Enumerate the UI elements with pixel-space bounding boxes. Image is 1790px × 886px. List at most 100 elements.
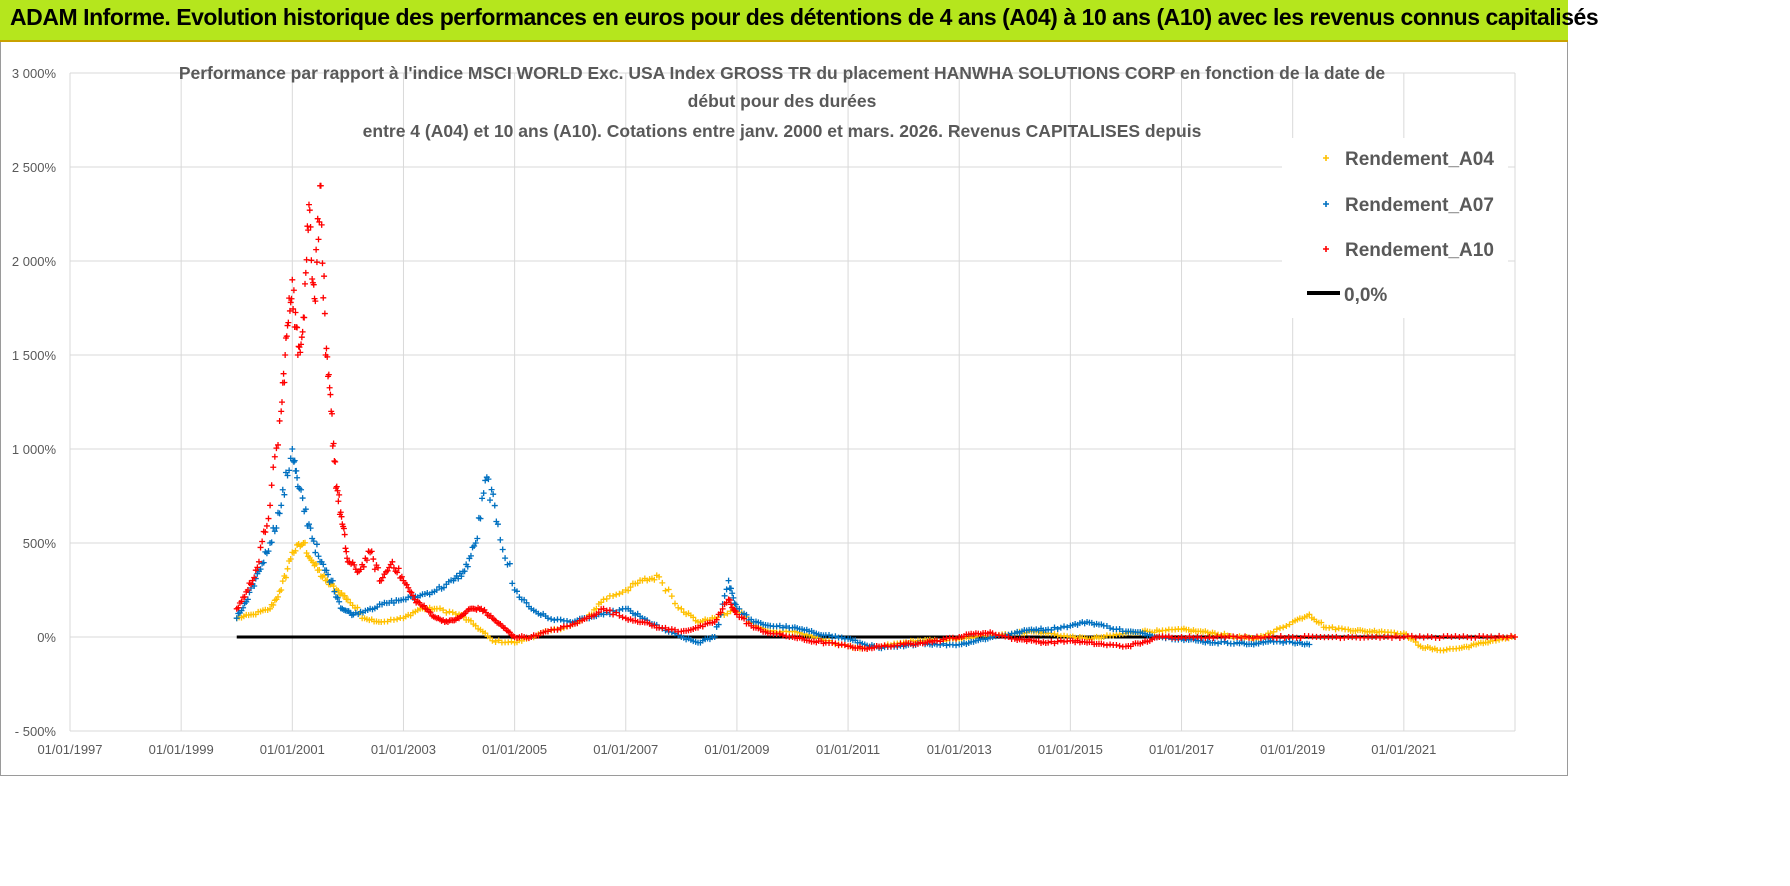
scatter-mark-A04 — [1175, 625, 1182, 632]
scatter-mark-A10 — [671, 626, 678, 633]
data-point-A07 — [233, 615, 240, 622]
scatter-mark-A10 — [1460, 633, 1467, 640]
scatter-mark-A10 — [1064, 638, 1071, 645]
scatter-mark-A10 — [727, 601, 734, 608]
scatter-mark-A04 — [598, 599, 605, 606]
scatter-mark-A10 — [709, 619, 716, 626]
data-point-A07 — [289, 446, 296, 452]
y-tick-label: 1 500% — [12, 348, 57, 363]
scatter-mark-A07 — [1098, 621, 1105, 628]
scatter-mark-A10 — [363, 557, 370, 564]
scatter-mark-A10 — [1508, 632, 1515, 639]
scatter-mark-A07 — [474, 535, 481, 542]
scatter-mark-A04 — [637, 577, 644, 584]
scatter-mark-A04 — [452, 610, 459, 617]
scatter-mark-A04 — [492, 638, 499, 645]
scatter-mark-A10 — [371, 566, 378, 573]
scatter-mark-A04 — [467, 617, 474, 624]
scatter-mark-A07 — [616, 606, 623, 613]
scatter-mark-A10 — [284, 322, 291, 329]
scatter-mark-A10 — [487, 612, 494, 619]
legend-marker-A07 — [1323, 201, 1329, 207]
report-title: ADAM Informe. Evolution historique des p… — [10, 4, 1599, 30]
scatter-mark-A10 — [820, 640, 827, 647]
scatter-mark-A10 — [310, 281, 317, 288]
scatter-mark-A10 — [321, 273, 328, 280]
scatter-mark-A10 — [1480, 633, 1487, 640]
scatter-mark-A10 — [1412, 634, 1419, 641]
scatter-mark-A10 — [405, 584, 412, 591]
scatter-mark-A07 — [542, 613, 549, 620]
scatter-mark-A07 — [779, 624, 786, 631]
scatter-mark-A10 — [344, 555, 351, 562]
scatter-mark-A04 — [431, 605, 438, 612]
scatter-mark-A04 — [1098, 634, 1105, 641]
scatter-mark-A10 — [432, 614, 439, 621]
scatter-mark-A10 — [286, 307, 293, 314]
scatter-mark-A10 — [1249, 635, 1256, 642]
scatter-mark-A10 — [243, 588, 250, 595]
scatter-mark-A10 — [278, 399, 285, 406]
scatter-mark-A10 — [263, 522, 270, 529]
scatter-mark-A04 — [443, 609, 450, 616]
scatter-mark-A04 — [313, 560, 320, 567]
scatter-mark-A10 — [1242, 633, 1249, 640]
scatter-mark-A10 — [238, 598, 245, 605]
scatter-mark-A07 — [499, 546, 506, 553]
scatter-mark-A07 — [826, 631, 833, 638]
scatter-mark-A07 — [254, 570, 261, 577]
scatter-mark-A07 — [265, 548, 272, 555]
scatter-mark-A04 — [1338, 625, 1345, 632]
scatter-mark-A10 — [1396, 635, 1403, 642]
scatter-mark-A10 — [1218, 633, 1225, 640]
scatter-mark-A04 — [727, 608, 734, 615]
scatter-mark-A07 — [509, 580, 516, 587]
scatter-mark-A10 — [937, 638, 944, 645]
scatter-mark-A04 — [671, 600, 678, 607]
scatter-mark-A10 — [949, 634, 956, 641]
scatter-mark-A10 — [387, 561, 394, 568]
scatter-mark-A04 — [724, 610, 731, 617]
scatter-mark-A10 — [341, 531, 348, 538]
scatter-mark-A10 — [332, 458, 339, 465]
scatter-mark-A04 — [1391, 629, 1398, 636]
scatter-mark-A10 — [368, 548, 375, 555]
scatter-mark-A10 — [1153, 634, 1160, 641]
scatter-mark-A10 — [334, 487, 341, 494]
scatter-mark-A10 — [315, 236, 322, 243]
scatter-mark-A04 — [508, 638, 515, 645]
scatter-mark-A10 — [1165, 633, 1172, 640]
scatter-mark-A10 — [1008, 635, 1015, 642]
scatter-mark-A10 — [554, 626, 561, 633]
scatter-mark-A07 — [502, 555, 509, 562]
chart-title: Performance par rapport à l'indice MSCI … — [179, 63, 1386, 141]
scatter-mark-A07 — [440, 584, 447, 591]
legend-box — [1282, 138, 1508, 318]
scatter-mark-A04 — [264, 607, 271, 614]
scatter-mark-A10 — [375, 564, 382, 571]
scatter-mark-A07 — [723, 586, 730, 593]
scatter-mark-A10 — [598, 606, 605, 613]
x-tick-label: 01/01/2003 — [371, 742, 436, 757]
scatter-mark-A04 — [662, 587, 669, 594]
scatter-mark-A07 — [331, 588, 338, 595]
scatter-mark-A10 — [1436, 635, 1443, 642]
scatter-mark-A07 — [268, 539, 275, 546]
legend-label-zero: 0,0% — [1344, 285, 1387, 306]
scatter-chart: - 500% 0% 500% 1 000% 1 500% 2 000% 2 500% 3 00… — [12, 63, 1518, 757]
scatter-mark-A10 — [1369, 634, 1376, 641]
scatter-mark-A07 — [786, 624, 793, 631]
x-tick-label: 01/01/1997 — [37, 742, 102, 757]
scatter-mark-A10 — [443, 618, 450, 625]
scatter-mark-A07 — [493, 518, 500, 525]
scatter-mark-A10 — [1190, 634, 1197, 641]
scatter-mark-A10 — [421, 602, 428, 609]
scatter-mark-A07 — [637, 613, 644, 620]
scatter-mark-A10 — [282, 335, 289, 342]
scatter-mark-A10 — [931, 637, 938, 644]
scatter-mark-A07 — [487, 497, 494, 504]
scatter-mark-A04 — [610, 593, 617, 600]
scatter-mark-A04 — [651, 576, 658, 583]
scatter-mark-A10 — [1333, 633, 1340, 640]
legend-label-A07: Rendement_A07 — [1345, 195, 1494, 216]
